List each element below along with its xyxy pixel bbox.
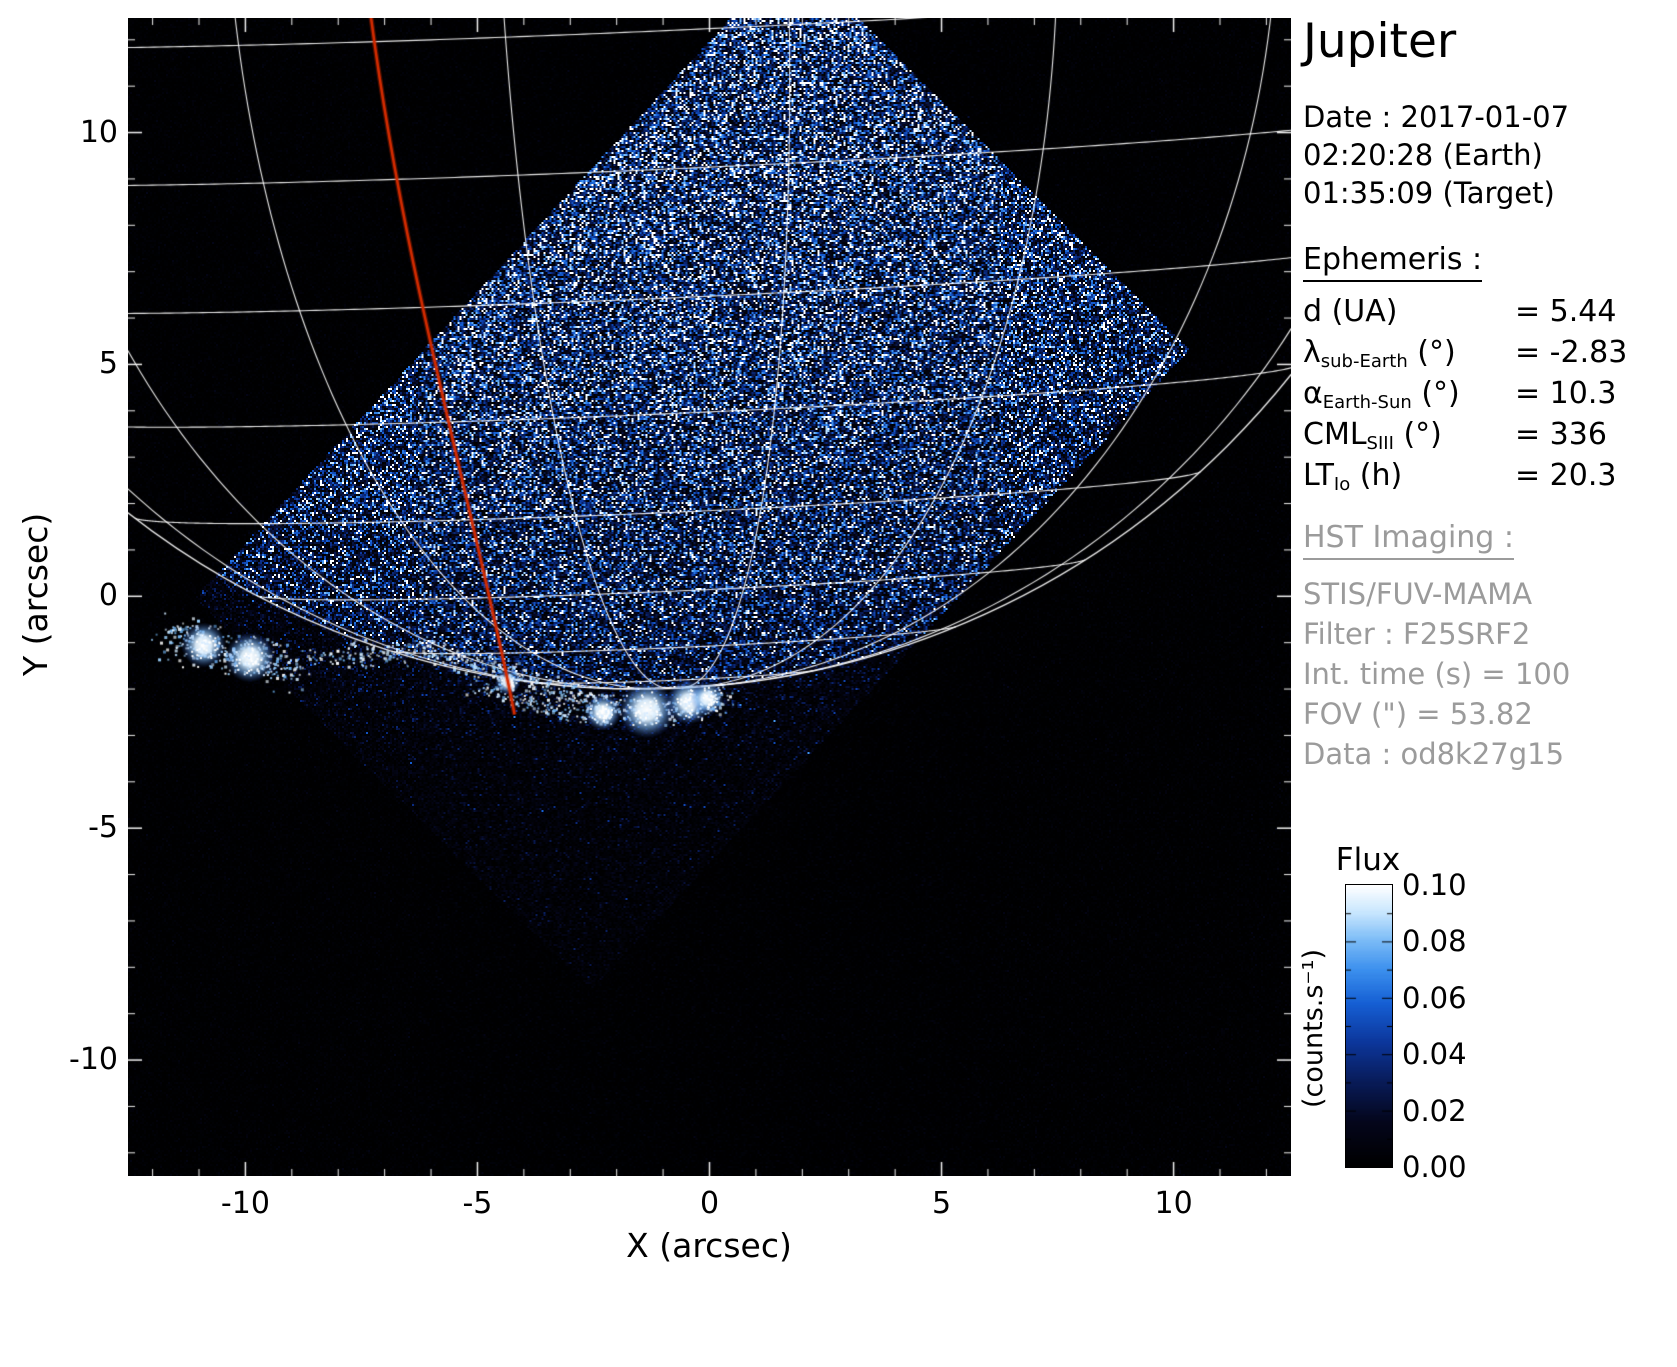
x-tick-label: 5 <box>882 1186 1002 1221</box>
ephemeris-row: CMLSIII (°) = 336 <box>1303 417 1627 458</box>
ephemeris-label: λsub-Earth (°) <box>1303 335 1515 370</box>
ephemeris-label: αEarth-Sun (°) <box>1303 376 1515 411</box>
ephemeris-heading: Ephemeris : <box>1303 242 1482 277</box>
hst-heading: HST Imaging : <box>1303 520 1514 555</box>
figure: 10 5 0 -5 -10 -10 -5 0 5 10 X (arcsec) Y (arcsec… <box>0 0 1677 1367</box>
hst-line: Filter : F25SRF2 <box>1303 614 1570 654</box>
date-block: Date : 2017-01-07 02:20:28 (Earth) 01:35:0… <box>1303 98 1569 212</box>
ephemeris-label: CMLSIII (°) <box>1303 417 1515 452</box>
x-tick-label: -10 <box>185 1186 305 1221</box>
ephemeris-heading-text: Ephemeris : <box>1303 242 1482 282</box>
y-tick-label: 5 <box>28 346 118 381</box>
hst-heading-text: HST Imaging : <box>1303 520 1514 560</box>
x-tick-label: 10 <box>1114 1186 1234 1221</box>
y-axis-label: Y (arcsec) <box>16 513 55 676</box>
ephemeris-row: λsub-Earth (°) = -2.83 <box>1303 335 1627 376</box>
y-tick-label: -5 <box>28 810 118 845</box>
date-line: 01:35:09 (Target) <box>1303 174 1569 212</box>
ephemeris-value: = 20.3 <box>1515 458 1627 493</box>
ephemeris-label: LTIo (h) <box>1303 458 1515 493</box>
hst-line: Data : od8k27g15 <box>1303 734 1570 774</box>
graticule-overlay-canvas <box>128 18 1291 1176</box>
ephemeris-row: d (UA) = 5.44 <box>1303 294 1627 335</box>
date-line: 02:20:28 (Earth) <box>1303 136 1569 174</box>
y-tick-label: -10 <box>28 1042 118 1077</box>
x-tick-label: -5 <box>417 1186 537 1221</box>
date-line: Date : 2017-01-07 <box>1303 98 1569 136</box>
plot-area <box>128 18 1291 1176</box>
ephemeris-table: d (UA) = 5.44 λsub-Earth (°) = -2.83 αEarth-… <box>1303 294 1627 499</box>
ephemeris-value: = 5.44 <box>1515 294 1627 329</box>
hst-line: Int. time (s) = 100 <box>1303 654 1570 694</box>
colorbar-tick-label: 0.04 <box>1402 1037 1502 1071</box>
hst-line: FOV (") = 53.82 <box>1303 694 1570 734</box>
figure-title: Jupiter <box>1303 14 1456 69</box>
ephemeris-value: = 10.3 <box>1515 376 1627 411</box>
ephemeris-value: = 336 <box>1515 417 1627 452</box>
y-tick-label: 10 <box>28 115 118 150</box>
colorbar-tick-label: 0.02 <box>1402 1094 1502 1128</box>
x-tick-label: 0 <box>650 1186 770 1221</box>
ephemeris-label: d (UA) <box>1303 294 1515 329</box>
ephemeris-row: LTIo (h) = 20.3 <box>1303 458 1627 499</box>
colorbar-unit-label: (counts.s⁻¹) <box>1298 949 1329 1108</box>
ephemeris-value: = -2.83 <box>1515 335 1627 370</box>
colorbar-tick-label: 0.06 <box>1402 981 1502 1015</box>
x-axis-label: X (arcsec) <box>626 1226 792 1265</box>
colorbar-tick-label: 0.08 <box>1402 924 1502 958</box>
colorbar-tick-label: 0.00 <box>1402 1150 1502 1184</box>
colorbar <box>1345 884 1393 1168</box>
hst-block: STIS/FUV-MAMA Filter : F25SRF2 Int. time (… <box>1303 574 1570 774</box>
colorbar-title: Flux <box>1336 842 1400 878</box>
ephemeris-row: αEarth-Sun (°) = 10.3 <box>1303 376 1627 417</box>
hst-line: STIS/FUV-MAMA <box>1303 574 1570 614</box>
colorbar-tick-label: 0.10 <box>1402 868 1502 902</box>
